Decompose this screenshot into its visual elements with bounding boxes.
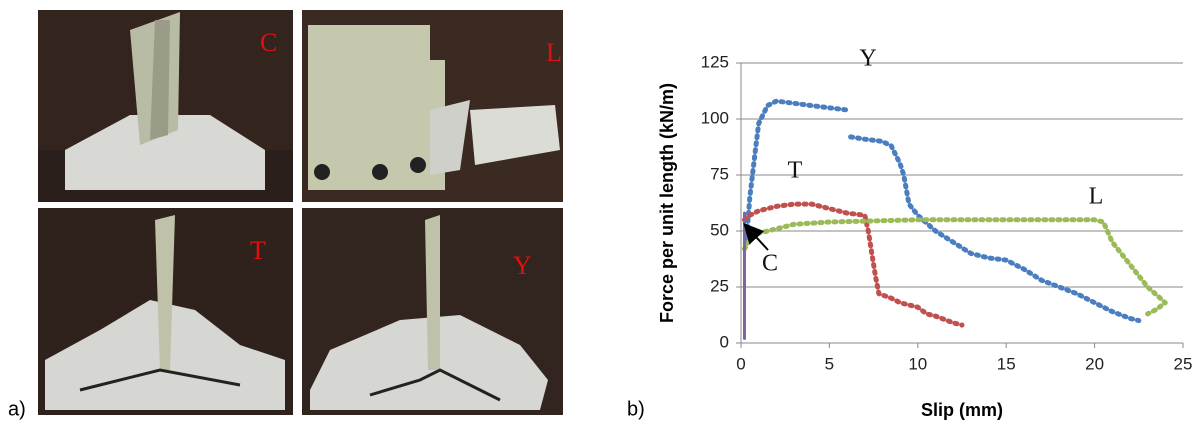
photo-label: L bbox=[546, 38, 562, 67]
y-tick-label: 50 bbox=[710, 220, 729, 239]
y-tick-label: 100 bbox=[701, 108, 729, 127]
photo-label: C bbox=[260, 28, 277, 57]
photo-label: T bbox=[250, 236, 266, 265]
y-tick-label: 75 bbox=[710, 164, 729, 183]
y-axis-label: Force per unit length (kN/m) bbox=[657, 83, 677, 323]
y-tick-label: 0 bbox=[720, 332, 729, 351]
x-tick-label: 5 bbox=[825, 354, 834, 373]
photo-c bbox=[38, 10, 293, 202]
x-tick-label: 0 bbox=[736, 354, 745, 373]
series-annotation: T bbox=[788, 158, 803, 184]
x-axis-label: Slip (mm) bbox=[921, 400, 1003, 420]
x-tick-label: 25 bbox=[1174, 354, 1193, 373]
photo-t bbox=[38, 208, 293, 415]
y-tick-label: 25 bbox=[710, 276, 729, 295]
x-tick-label: 20 bbox=[1085, 354, 1104, 373]
series-annotation: L bbox=[1089, 184, 1104, 210]
x-tick-label: 10 bbox=[908, 354, 927, 373]
photo-y bbox=[302, 208, 563, 415]
series-line bbox=[743, 98, 1142, 324]
series-annotation: C bbox=[762, 251, 778, 277]
series-annotation: Y bbox=[859, 46, 876, 72]
x-tick-label: 15 bbox=[997, 354, 1016, 373]
panel-label: a) bbox=[8, 398, 26, 420]
series-line bbox=[742, 217, 1168, 317]
panel-label: b) bbox=[627, 398, 645, 420]
annotation-arrow bbox=[743, 223, 769, 251]
photo-label: Y bbox=[513, 251, 532, 280]
series-line bbox=[742, 201, 965, 328]
y-tick-label: 125 bbox=[701, 52, 729, 71]
photo-l bbox=[302, 10, 563, 202]
